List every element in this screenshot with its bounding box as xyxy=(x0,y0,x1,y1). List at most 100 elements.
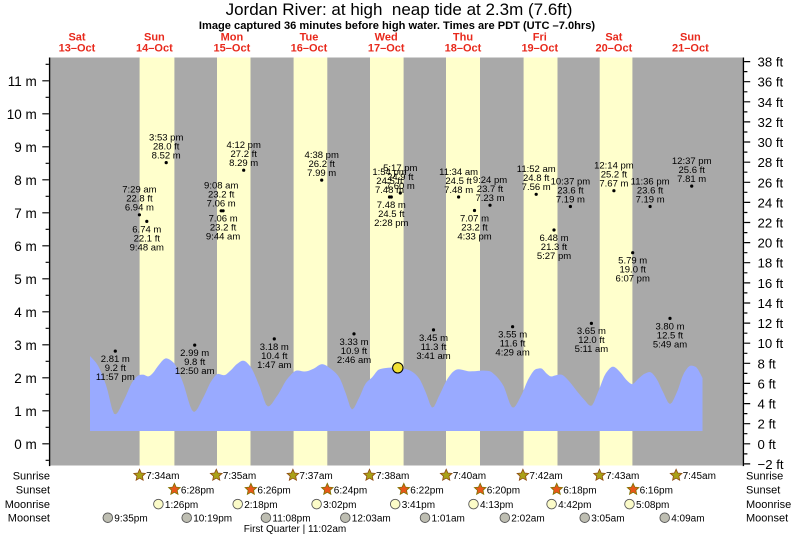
svg-text:38 ft: 38 ft xyxy=(758,55,784,70)
svg-text:10:19pm: 10:19pm xyxy=(193,513,232,524)
svg-text:7:40am: 7:40am xyxy=(453,471,486,482)
svg-text:Sun: Sun xyxy=(144,32,165,44)
svg-text:10 ft: 10 ft xyxy=(758,336,784,351)
svg-text:12 ft: 12 ft xyxy=(758,316,784,331)
svg-text:3.55 m: 3.55 m xyxy=(498,330,527,341)
svg-text:1:54 pm: 1:54 pm xyxy=(372,167,406,178)
svg-text:3:02pm: 3:02pm xyxy=(323,500,356,511)
svg-text:26.2 ft: 26.2 ft xyxy=(308,159,335,170)
svg-text:Sun: Sun xyxy=(680,32,701,44)
svg-text:7:37am: 7:37am xyxy=(299,471,332,482)
svg-text:23.2 ft: 23.2 ft xyxy=(461,222,488,233)
svg-text:23.6 ft: 23.6 ft xyxy=(557,185,584,196)
svg-text:7.48 m: 7.48 m xyxy=(444,185,473,196)
svg-text:18–Oct: 18–Oct xyxy=(445,43,482,55)
svg-text:14 ft: 14 ft xyxy=(758,296,784,311)
svg-text:7.99 m: 7.99 m xyxy=(307,168,336,179)
svg-text:12:03am: 12:03am xyxy=(352,513,391,524)
svg-text:11.3 ft: 11.3 ft xyxy=(421,342,447,353)
svg-text:11:08pm: 11:08pm xyxy=(272,513,310,524)
svg-text:7.23 m: 7.23 m xyxy=(475,193,504,204)
svg-text:Sunrise: Sunrise xyxy=(746,470,783,482)
svg-text:7.06 m: 7.06 m xyxy=(209,214,238,225)
svg-text:3.65 m: 3.65 m xyxy=(577,326,606,337)
svg-text:Sunrise: Sunrise xyxy=(13,470,50,482)
svg-text:4:42pm: 4:42pm xyxy=(558,500,591,511)
svg-text:19.0 ft: 19.0 ft xyxy=(619,265,646,276)
svg-text:34 ft: 34 ft xyxy=(758,95,784,110)
svg-text:6:20pm: 6:20pm xyxy=(487,486,520,497)
svg-text:2:18pm: 2:18pm xyxy=(244,500,277,511)
svg-text:30 ft: 30 ft xyxy=(758,135,784,150)
svg-text:20–Oct: 20–Oct xyxy=(596,43,633,55)
svg-text:20 ft: 20 ft xyxy=(758,236,784,251)
svg-text:28.0 ft: 28.0 ft xyxy=(153,142,180,153)
svg-text:24.8 ft: 24.8 ft xyxy=(523,173,550,184)
svg-text:23.7 ft: 23.7 ft xyxy=(477,184,504,195)
svg-text:2.99 m: 2.99 m xyxy=(180,348,209,359)
svg-text:3:41 am: 3:41 am xyxy=(416,351,450,362)
svg-text:3.18 m: 3.18 m xyxy=(260,342,289,353)
svg-text:6:22pm: 6:22pm xyxy=(410,486,443,497)
svg-text:11:36 pm: 11:36 pm xyxy=(631,176,670,187)
svg-text:1 m: 1 m xyxy=(14,404,37,419)
svg-text:6:24pm: 6:24pm xyxy=(334,486,367,497)
svg-text:Moonrise: Moonrise xyxy=(746,499,791,511)
svg-text:23.2 ft: 23.2 ft xyxy=(208,190,235,201)
svg-text:25.2 ft: 25.2 ft xyxy=(601,170,628,181)
svg-text:8 ft: 8 ft xyxy=(758,356,777,371)
svg-text:8 m: 8 m xyxy=(14,173,37,188)
svg-text:4:29 am: 4:29 am xyxy=(495,348,529,359)
svg-text:8.29 m: 8.29 m xyxy=(229,158,258,169)
svg-text:21.3 ft: 21.3 ft xyxy=(541,242,568,253)
svg-text:9:35pm: 9:35pm xyxy=(114,513,147,524)
svg-text:22 ft: 22 ft xyxy=(758,216,784,231)
svg-text:7:43am: 7:43am xyxy=(606,471,639,482)
svg-text:6 ft: 6 ft xyxy=(758,376,777,391)
svg-text:7:35am: 7:35am xyxy=(223,471,256,482)
svg-text:0 m: 0 m xyxy=(14,437,37,452)
svg-text:4:09am: 4:09am xyxy=(671,513,704,524)
svg-text:24.5 ft: 24.5 ft xyxy=(376,176,403,187)
svg-text:9.2 ft: 9.2 ft xyxy=(105,363,126,374)
svg-text:7.06 m: 7.06 m xyxy=(207,199,236,210)
svg-text:24.5 ft: 24.5 ft xyxy=(445,176,472,187)
svg-text:6 m: 6 m xyxy=(14,239,37,254)
svg-text:10.9 ft: 10.9 ft xyxy=(341,346,368,357)
svg-text:6.74 m: 6.74 m xyxy=(132,224,161,235)
svg-text:23.2 ft: 23.2 ft xyxy=(210,223,237,234)
svg-text:Fri: Fri xyxy=(533,32,547,44)
svg-text:27.2 ft: 27.2 ft xyxy=(230,149,257,160)
svg-text:7:42am: 7:42am xyxy=(529,471,562,482)
svg-text:Sunset: Sunset xyxy=(746,485,780,497)
svg-text:7:45am: 7:45am xyxy=(683,471,716,482)
svg-text:26 ft: 26 ft xyxy=(758,175,784,190)
svg-text:18 ft: 18 ft xyxy=(758,256,784,271)
svg-text:6:16pm: 6:16pm xyxy=(640,486,673,497)
svg-text:Image captured 36 minutes befo: Image captured 36 minutes before high wa… xyxy=(199,20,596,32)
svg-text:11:57 pm: 11:57 pm xyxy=(96,372,135,383)
svg-text:2.81 m: 2.81 m xyxy=(101,354,130,365)
svg-text:4:33 pm: 4:33 pm xyxy=(457,231,491,242)
svg-text:3:53 pm: 3:53 pm xyxy=(149,133,183,144)
svg-text:7:34am: 7:34am xyxy=(146,471,179,482)
svg-text:7.48 m: 7.48 m xyxy=(377,200,406,211)
svg-text:7.60 m: 7.60 m xyxy=(386,181,415,192)
svg-text:7:38am: 7:38am xyxy=(376,471,409,482)
svg-text:4 ft: 4 ft xyxy=(758,397,777,412)
svg-text:Moonrise: Moonrise xyxy=(5,499,50,511)
svg-text:11 m: 11 m xyxy=(8,74,37,89)
svg-text:Sat: Sat xyxy=(605,32,622,44)
svg-text:Mon: Mon xyxy=(221,32,244,44)
svg-text:1:26pm: 1:26pm xyxy=(165,500,198,511)
svg-text:5:08pm: 5:08pm xyxy=(636,500,669,511)
svg-text:7.56 m: 7.56 m xyxy=(522,182,551,193)
svg-text:Moonset: Moonset xyxy=(8,513,50,525)
svg-text:24.9 ft: 24.9 ft xyxy=(387,172,414,183)
svg-text:11:52 am: 11:52 am xyxy=(517,164,556,175)
svg-text:Wed: Wed xyxy=(375,32,398,44)
svg-text:32 ft: 32 ft xyxy=(758,115,784,130)
svg-text:25.6 ft: 25.6 ft xyxy=(678,165,705,176)
svg-text:6.48 m: 6.48 m xyxy=(539,233,568,244)
svg-text:22.8 ft: 22.8 ft xyxy=(126,194,153,205)
